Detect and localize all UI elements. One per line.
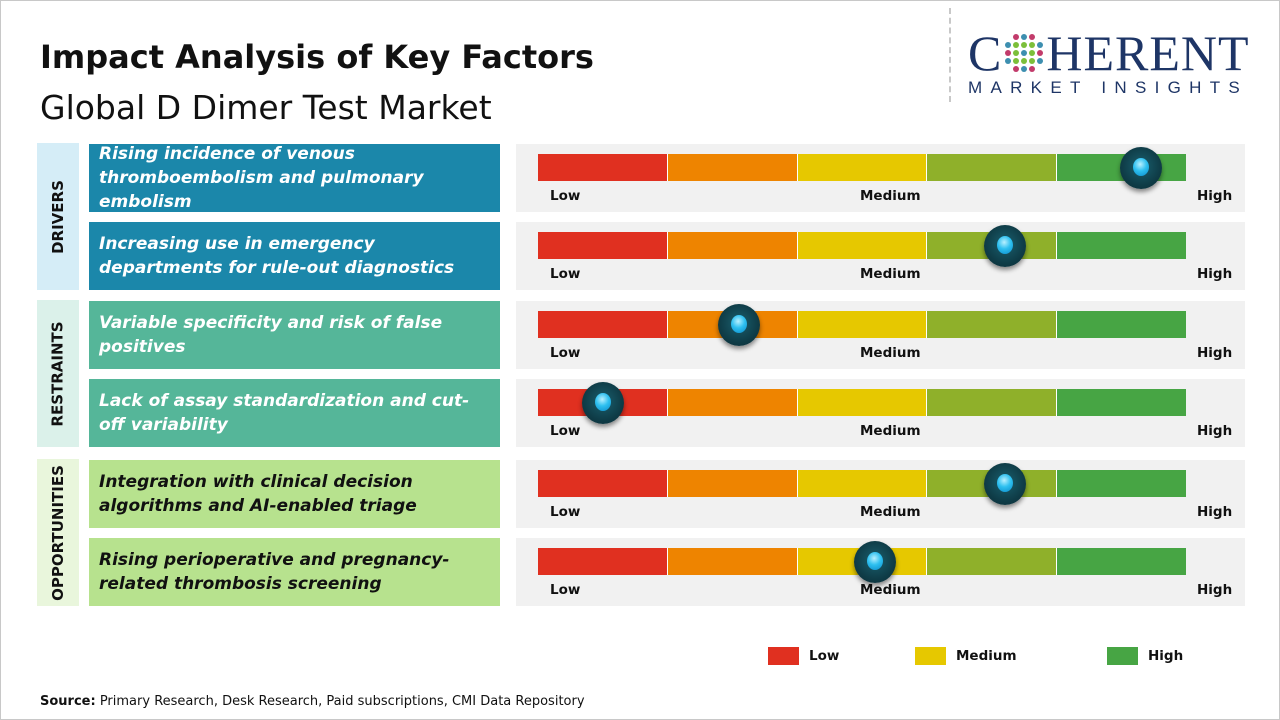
legend-high: High xyxy=(1107,647,1183,665)
legend-medium: Medium xyxy=(915,647,1017,665)
page-title: Impact Analysis of Key Factors xyxy=(40,38,594,76)
impact-scale-bar xyxy=(538,232,1186,259)
source-label: Source: xyxy=(40,694,96,709)
legend-swatch-high xyxy=(1107,647,1138,665)
scale-label-low: Low xyxy=(550,423,581,439)
scale-segment xyxy=(1057,232,1186,259)
impact-indicator-knob xyxy=(983,463,1026,505)
page-subtitle: Global D Dimer Test Market xyxy=(40,88,492,127)
logo: C HERENT MARKET INSIGHTS xyxy=(968,25,1260,98)
impact-scale-bar xyxy=(538,311,1186,338)
category-opportunities: OPPORTUNITIES xyxy=(37,459,79,606)
category-label: OPPORTUNITIES xyxy=(49,464,67,601)
impact-indicator-knob xyxy=(1119,147,1162,189)
scale-segment xyxy=(797,389,928,416)
scale-segment xyxy=(538,470,668,497)
logo-subtitle: MARKET INSIGHTS xyxy=(968,78,1249,97)
impact-scale-bar xyxy=(538,470,1186,497)
scale-segment xyxy=(1057,548,1186,575)
scale-label-high: High xyxy=(1197,266,1233,282)
legend-swatch-medium xyxy=(915,647,946,665)
scale-segment xyxy=(538,232,668,259)
impact-indicator-knob xyxy=(983,225,1026,267)
scale-label-low: Low xyxy=(550,345,581,361)
scale-segment xyxy=(667,232,798,259)
scale-segment xyxy=(927,548,1058,575)
impact-scale-bar xyxy=(538,389,1186,416)
factor-text: Integration with clinical decision algor… xyxy=(89,460,500,528)
impact-gauge: Low Medium High xyxy=(516,222,1245,290)
legend-label: Medium xyxy=(956,648,1017,664)
scale-label-medium: Medium xyxy=(860,423,921,439)
impact-gauge: Low Medium High xyxy=(516,144,1245,212)
scale-segment xyxy=(1057,389,1186,416)
impact-gauge: Low Medium High xyxy=(516,301,1245,369)
factor-text: Lack of assay standardization and cut-of… xyxy=(89,379,500,447)
legend-label: Low xyxy=(809,648,840,664)
impact-gauge: Low Medium High xyxy=(516,538,1245,606)
scale-segment xyxy=(667,154,798,181)
source-note: Source: Primary Research, Desk Research,… xyxy=(40,694,585,709)
scale-segment xyxy=(1057,470,1186,497)
scale-label-medium: Medium xyxy=(860,266,921,282)
scale-segment xyxy=(538,154,668,181)
factor-text: Rising incidence of venous thromboemboli… xyxy=(89,144,500,212)
scale-label-medium: Medium xyxy=(860,188,921,204)
scale-segment xyxy=(667,389,798,416)
scale-segment xyxy=(667,470,798,497)
impact-gauge: Low Medium High xyxy=(516,460,1245,528)
scale-label-medium: Medium xyxy=(860,504,921,520)
logo-letter: C xyxy=(968,25,1003,81)
scale-label-high: High xyxy=(1197,504,1233,520)
scale-segment xyxy=(538,548,668,575)
scale-label-medium: Medium xyxy=(860,345,921,361)
impact-indicator-knob xyxy=(853,541,896,583)
scale-segment xyxy=(538,311,668,338)
impact-indicator-knob xyxy=(717,304,760,346)
category-restraints: RESTRAINTS xyxy=(37,300,79,447)
impact-gauge: Low Medium High xyxy=(516,379,1245,447)
scale-segment xyxy=(667,548,798,575)
scale-segment xyxy=(797,470,928,497)
legend-label: High xyxy=(1148,648,1184,664)
scale-segment xyxy=(927,154,1058,181)
scale-label-low: Low xyxy=(550,504,581,520)
scale-segment xyxy=(797,154,928,181)
category-label: DRIVERS xyxy=(49,179,68,254)
scale-label-high: High xyxy=(1197,582,1233,598)
impact-scale-bar xyxy=(538,154,1186,181)
scale-segment xyxy=(927,389,1058,416)
divider xyxy=(949,8,951,102)
logo-word: HERENT xyxy=(1046,25,1250,81)
category-label: RESTRAINTS xyxy=(49,320,68,427)
legend-low: Low xyxy=(768,647,839,665)
scale-label-low: Low xyxy=(550,582,581,598)
scale-segment xyxy=(1057,311,1186,338)
factor-text: Variable specificity and risk of false p… xyxy=(89,301,500,369)
scale-label-high: High xyxy=(1197,423,1233,439)
scale-label-low: Low xyxy=(550,266,581,282)
scale-segment xyxy=(797,311,928,338)
factor-text: Rising perioperative and pregnancy-relat… xyxy=(89,538,500,606)
scale-segment xyxy=(927,311,1058,338)
scale-label-high: High xyxy=(1197,345,1233,361)
scale-label-low: Low xyxy=(550,188,581,204)
impact-indicator-knob xyxy=(581,382,624,424)
globe-icon xyxy=(1005,34,1044,72)
scale-label-medium: Medium xyxy=(860,582,921,598)
legend-swatch-low xyxy=(768,647,799,665)
category-drivers: DRIVERS xyxy=(37,143,79,290)
source-text: Primary Research, Desk Research, Paid su… xyxy=(95,694,585,709)
scale-segment xyxy=(797,232,928,259)
scale-label-high: High xyxy=(1197,188,1233,204)
factor-text: Increasing use in emergency departments … xyxy=(89,222,500,290)
